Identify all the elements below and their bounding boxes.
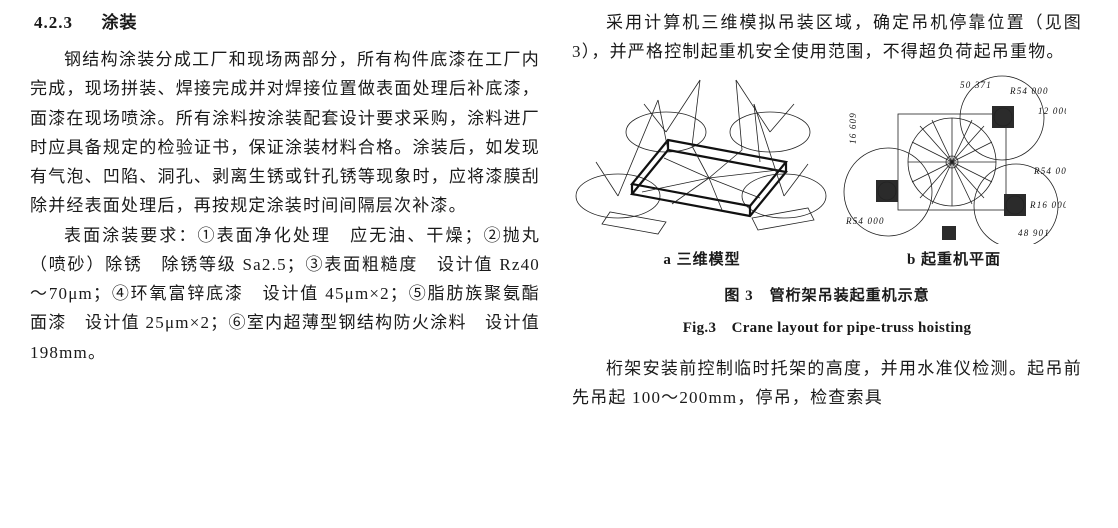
left-paragraph-2: 表面涂装要求：①表面净化处理 应无油、干燥；②抛丸（喷砂）除锈 除锈等级 Sa2…: [30, 221, 540, 367]
subfig-b: 50 371 R54 000 12 000 R54 000 R16 000 48…: [842, 74, 1066, 274]
subfig-b-label: b 起重机平面: [907, 248, 1001, 274]
dim-16609: 16 609: [848, 113, 858, 145]
section-title: 涂装: [102, 13, 138, 32]
section-number: 4.2.3: [34, 13, 73, 32]
dim-r54k-2: R54 000: [1033, 166, 1066, 176]
page-two-column: 4.2.3 涂装 钢结构涂装分成工厂和现场两部分，所有构件底漆在工厂内完成，现场…: [0, 0, 1118, 420]
left-paragraph-1: 钢结构涂装分成工厂和现场两部分，所有构件底漆在工厂内完成，现场拼装、焊接完成并对…: [30, 45, 540, 220]
dim-r54k-3: R54 000: [845, 216, 885, 226]
figure-caption-en: Fig.3 Crane layout for pipe-truss hoisti…: [572, 316, 1082, 342]
right-paragraph-1: 采用计算机三维模拟吊装区域，确定吊机停靠位置（见图 3），并严格控制起重机安全使…: [572, 8, 1082, 66]
subfig-b-image: 50 371 R54 000 12 000 R54 000 R16 000 48…: [842, 74, 1066, 244]
dim-r16000: R16 000: [1029, 200, 1066, 210]
dim-r54k-1: R54 000: [1009, 86, 1049, 96]
column-right: 采用计算机三维模拟吊装区域，确定吊机停靠位置（见图 3），并严格控制起重机安全使…: [572, 8, 1082, 412]
figure-3: a 三维模型: [572, 74, 1082, 274]
dim-50371: 50 371: [960, 80, 992, 90]
subfig-a: a 三维模型: [572, 74, 832, 274]
column-left: 4.2.3 涂装 钢结构涂装分成工厂和现场两部分，所有构件底漆在工厂内完成，现场…: [30, 8, 540, 412]
dim-39783: 39 783: [842, 133, 844, 166]
subfig-a-label: a 三维模型: [663, 248, 740, 274]
right-paragraph-2: 桁架安装前控制临时托架的高度，并用水准仪检测。起吊前先吊起 100～200mm，…: [572, 354, 1082, 412]
dim-12000: 12 000: [1038, 106, 1066, 116]
section-heading: 4.2.3 涂装: [34, 8, 540, 37]
subfig-a-image: [572, 74, 832, 244]
dim-48901: 48 901: [1018, 228, 1050, 238]
figure-caption-cn: 图 3 管桁架吊装起重机示意: [572, 284, 1082, 310]
